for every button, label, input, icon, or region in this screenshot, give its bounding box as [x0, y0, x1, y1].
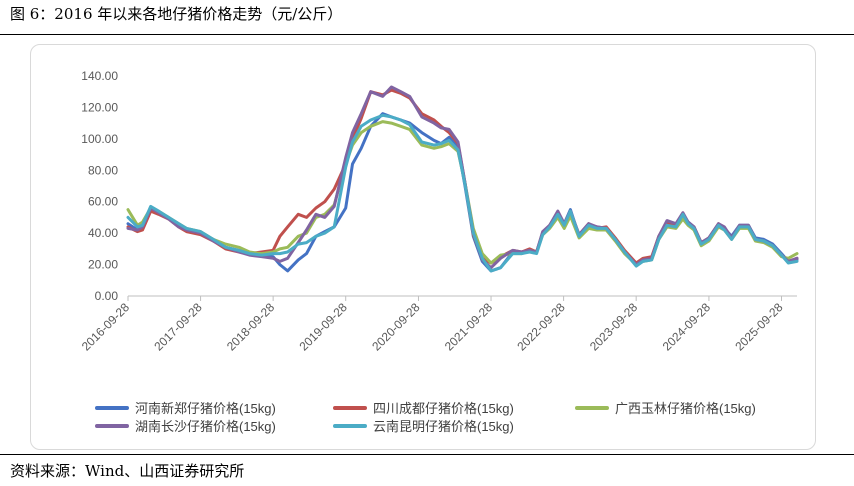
plot-area [126, 85, 799, 273]
source-divider [0, 454, 854, 455]
legend-label: 河南新郑仔猪价格(15kg) [135, 401, 276, 416]
x-tick-label: 2022-09-28 [514, 300, 568, 354]
y-tick-label: 140.00 [81, 69, 118, 83]
x-tick-label: 2017-09-28 [151, 300, 205, 354]
figure-title: 图 6：2016 年以来各地仔猪价格走势（元/公斤） [10, 5, 343, 23]
source-note: 资料来源：Wind、山西证券研究所 [10, 462, 245, 480]
x-tick-label: 2023-09-28 [587, 300, 641, 354]
chart-panel [30, 44, 816, 450]
legend: 河南新郑仔猪价格(15kg) 四川成都仔猪价格(15kg) 广西玉林仔猪价格(15k… [95, 401, 756, 434]
legend-label: 四川成都仔猪价格(15kg) [373, 401, 514, 416]
y-tick-label: 80.00 [88, 163, 118, 177]
x-tick-label: 2016-09-28 [79, 300, 133, 354]
title-divider [0, 34, 854, 35]
legend-label: 云南昆明仔猪价格(15kg) [373, 419, 514, 434]
y-tick-label: 20.00 [88, 258, 118, 272]
y-axis: 0.00 20.00 40.00 60.00 80.00 100.00 120.00 140.… [81, 69, 118, 303]
x-tick-label: 2019-09-28 [297, 300, 351, 354]
y-tick-label: 60.00 [88, 195, 118, 209]
legend-label: 湖南长沙仔猪价格(15kg) [135, 419, 276, 434]
x-tick-label: 2020-09-28 [369, 300, 423, 354]
y-tick-label: 40.00 [88, 226, 118, 240]
y-tick-label: 120.00 [81, 100, 118, 114]
x-tick-label: 2018-09-28 [224, 300, 278, 354]
x-tick-label: 2021-09-28 [442, 300, 496, 354]
x-tick-label: 2025-09-28 [732, 300, 786, 354]
y-tick-label: 0.00 [95, 289, 119, 303]
y-tick-label: 100.00 [81, 132, 118, 146]
x-tick-label: 2024-09-28 [660, 300, 714, 354]
series-line [126, 113, 799, 273]
legend-label: 广西玉林仔猪价格(15kg) [615, 401, 756, 416]
x-axis: 2016-09-28 2017-09-28 2018-09-28 2019-09-28… [79, 295, 797, 354]
series-line [126, 120, 799, 267]
